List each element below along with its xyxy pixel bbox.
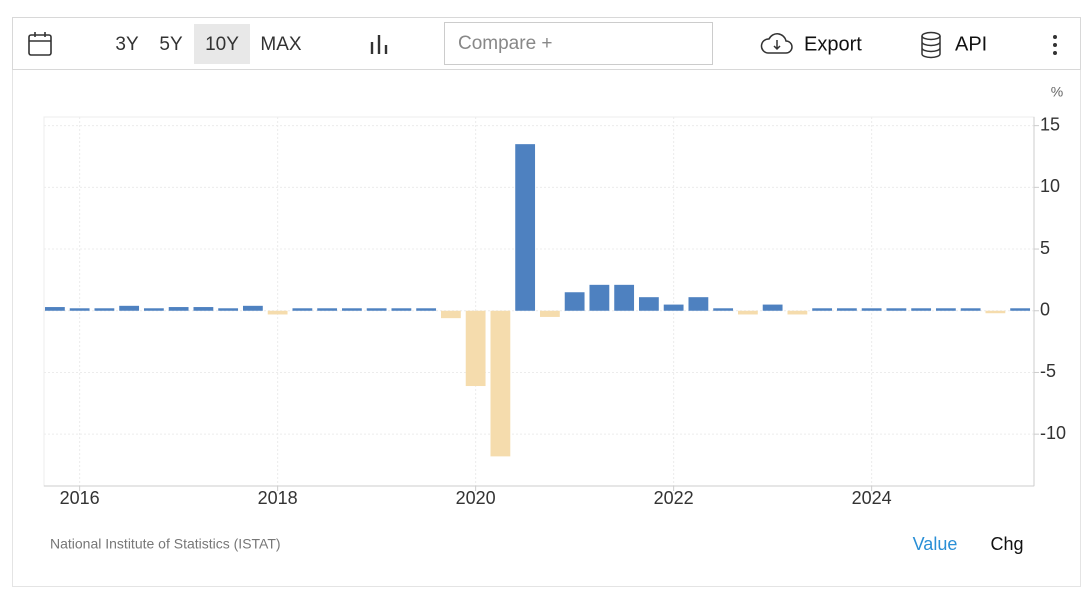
bar bbox=[193, 307, 214, 311]
menu-icon[interactable] bbox=[1053, 35, 1057, 55]
bar bbox=[861, 308, 882, 311]
bar bbox=[44, 307, 65, 311]
calendar-icon[interactable] bbox=[28, 32, 52, 56]
y-unit: % bbox=[1051, 84, 1063, 100]
bar bbox=[539, 310, 560, 317]
range-button[interactable]: 10Y bbox=[205, 34, 239, 55]
bar bbox=[960, 308, 981, 311]
bar bbox=[886, 308, 907, 311]
bar bbox=[168, 307, 189, 311]
bar bbox=[69, 308, 90, 311]
bar bbox=[836, 308, 857, 311]
y-tick-label: -5 bbox=[1040, 361, 1056, 381]
bar bbox=[416, 308, 437, 311]
bar bbox=[911, 308, 932, 311]
api-icon[interactable] bbox=[921, 31, 941, 59]
bar bbox=[465, 310, 486, 387]
bar bbox=[317, 308, 338, 311]
bar bbox=[985, 310, 1006, 314]
bar bbox=[935, 308, 956, 311]
source: National Institute of Statistics (ISTAT) bbox=[50, 536, 281, 552]
bar bbox=[688, 297, 709, 311]
x-tick-label: 2022 bbox=[654, 488, 694, 508]
bar bbox=[787, 310, 808, 315]
y-tick-label: 5 bbox=[1040, 238, 1050, 258]
bar bbox=[589, 284, 610, 311]
bar bbox=[366, 308, 387, 311]
export-button[interactable]: Export bbox=[804, 33, 862, 55]
bar bbox=[143, 308, 164, 311]
bar bbox=[440, 310, 461, 319]
bar bbox=[1010, 308, 1031, 311]
y-tick-label: 10 bbox=[1040, 176, 1060, 196]
bar bbox=[638, 297, 659, 311]
compare-input[interactable] bbox=[444, 22, 713, 65]
bar bbox=[490, 310, 511, 457]
bar bbox=[341, 308, 362, 311]
compare-placeholder: Compare + bbox=[458, 33, 553, 54]
active-range-bg bbox=[194, 24, 250, 64]
api-button[interactable]: API bbox=[955, 33, 987, 55]
bar bbox=[267, 310, 288, 315]
range-button[interactable]: MAX bbox=[260, 34, 302, 55]
y-tick-label: -10 bbox=[1040, 423, 1066, 443]
bar bbox=[242, 305, 263, 311]
bar bbox=[391, 308, 412, 311]
value-tab[interactable]: Value bbox=[913, 534, 958, 554]
bar bbox=[713, 308, 734, 311]
x-tick-label: 2020 bbox=[456, 488, 496, 508]
range-button[interactable]: 3Y bbox=[115, 34, 139, 55]
bar bbox=[94, 308, 115, 311]
chart-type-icon[interactable] bbox=[370, 35, 388, 54]
x-tick-label: 2016 bbox=[60, 488, 100, 508]
panel bbox=[12, 17, 1081, 587]
bar bbox=[515, 144, 536, 311]
bar bbox=[663, 304, 684, 311]
range-button[interactable]: 5Y bbox=[159, 34, 183, 55]
x-tick-label: 2024 bbox=[852, 488, 892, 508]
bar bbox=[812, 308, 833, 311]
chg-tab[interactable]: Chg bbox=[990, 534, 1023, 554]
bar bbox=[737, 310, 758, 315]
bar bbox=[218, 308, 239, 311]
x-tick-label: 2018 bbox=[258, 488, 298, 508]
y-tick-label: 15 bbox=[1040, 114, 1060, 134]
bar bbox=[614, 284, 635, 311]
y-tick-label: 0 bbox=[1040, 300, 1050, 320]
bar bbox=[762, 304, 783, 311]
bar bbox=[564, 292, 585, 311]
bar bbox=[292, 308, 313, 311]
bar bbox=[119, 305, 140, 311]
export-icon[interactable] bbox=[760, 33, 793, 54]
